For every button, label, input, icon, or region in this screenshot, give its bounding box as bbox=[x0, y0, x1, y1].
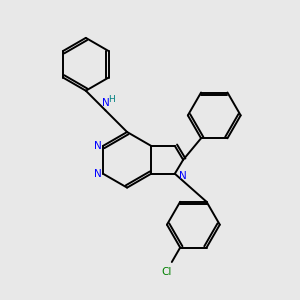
Text: N: N bbox=[102, 98, 109, 108]
Text: N: N bbox=[94, 141, 101, 151]
Text: N: N bbox=[179, 171, 187, 181]
Text: H: H bbox=[108, 95, 115, 104]
Text: N: N bbox=[94, 169, 101, 179]
Text: Cl: Cl bbox=[161, 267, 171, 277]
